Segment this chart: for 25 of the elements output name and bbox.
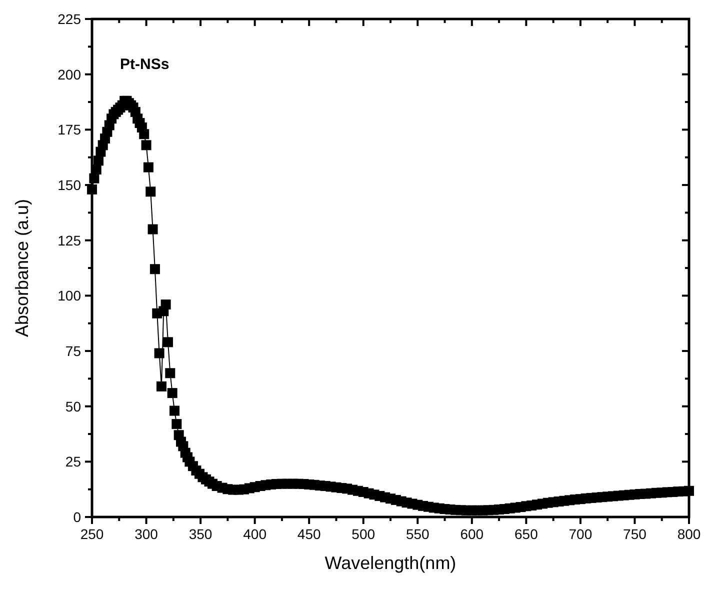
x-tick-label: 700 [568,526,592,542]
y-tick-label: 150 [58,177,82,193]
x-tick-label: 500 [352,526,376,542]
y-tick-label: 200 [58,66,82,82]
y-tick-label: 100 [58,288,82,304]
y-tick-label: 175 [58,122,82,138]
x-tick-label: 300 [134,526,158,542]
y-tick-label: 75 [65,343,82,359]
x-tick-label: 800 [677,526,701,542]
x-tick-label: 250 [80,526,104,542]
series-label: Pt-NSs [120,56,170,73]
y-tick-label: 50 [65,398,82,414]
y-tick-label: 0 [73,509,82,525]
y-tick-label: 225 [58,11,82,27]
x-tick-label: 550 [406,526,430,542]
x-tick-label: 350 [188,526,212,542]
y-axis-title: Absorbance (a.u) [12,198,32,338]
y-tick-label: 125 [58,232,82,248]
x-tick-label: 400 [243,526,267,542]
x-axis-title: Wavelength(nm) [324,553,456,573]
x-tick-label: 600 [460,526,484,542]
x-tick-label: 650 [514,526,538,542]
y-tick-label: 25 [65,454,82,470]
x-tick-label: 450 [297,526,321,542]
x-tick-label: 750 [623,526,647,542]
